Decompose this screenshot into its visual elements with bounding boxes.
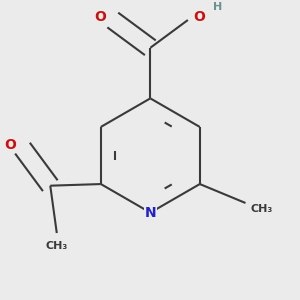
- Text: N: N: [145, 206, 156, 220]
- Text: CH₃: CH₃: [46, 241, 68, 251]
- Text: O: O: [4, 138, 16, 152]
- Text: CH₃: CH₃: [250, 204, 273, 214]
- Text: O: O: [194, 10, 205, 24]
- Text: H: H: [213, 2, 222, 12]
- Text: O: O: [94, 10, 106, 24]
